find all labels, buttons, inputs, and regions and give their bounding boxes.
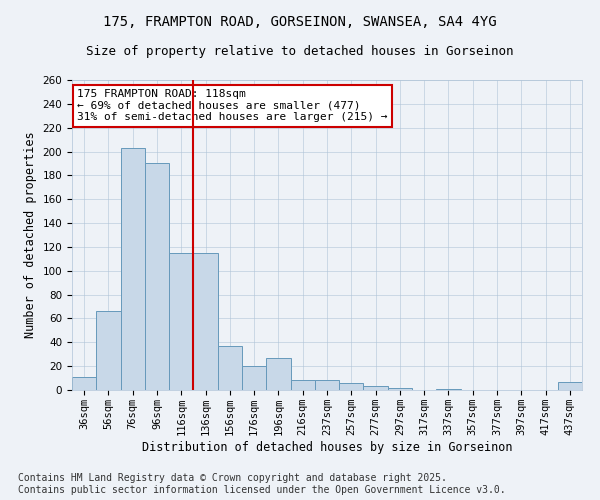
Bar (96, 312, 121, 390)
Bar (436, 389, 461, 390)
Bar (558, 382, 582, 390)
Bar (72, 377, 96, 390)
Bar (266, 358, 290, 390)
Text: 175, FRAMPTON ROAD, GORSEINON, SWANSEA, SA4 4YG: 175, FRAMPTON ROAD, GORSEINON, SWANSEA, … (103, 15, 497, 29)
Bar (121, 148, 145, 390)
Bar (315, 380, 339, 390)
X-axis label: Distribution of detached houses by size in Gorseinon: Distribution of detached houses by size … (142, 440, 512, 454)
Bar (193, 253, 218, 390)
Text: 175 FRAMPTON ROAD: 118sqm
← 69% of detached houses are smaller (477)
31% of semi: 175 FRAMPTON ROAD: 118sqm ← 69% of detac… (77, 90, 388, 122)
Text: Contains HM Land Registry data © Crown copyright and database right 2025.
Contai: Contains HM Land Registry data © Crown c… (18, 474, 506, 495)
Bar (218, 346, 242, 390)
Y-axis label: Number of detached properties: Number of detached properties (24, 132, 37, 338)
Text: Size of property relative to detached houses in Gorseinon: Size of property relative to detached ho… (86, 45, 514, 58)
Bar (169, 253, 193, 390)
Bar (290, 380, 315, 390)
Bar (145, 164, 169, 390)
Bar (388, 388, 412, 390)
Bar (364, 386, 388, 390)
Bar (339, 383, 364, 390)
Bar (242, 366, 266, 390)
